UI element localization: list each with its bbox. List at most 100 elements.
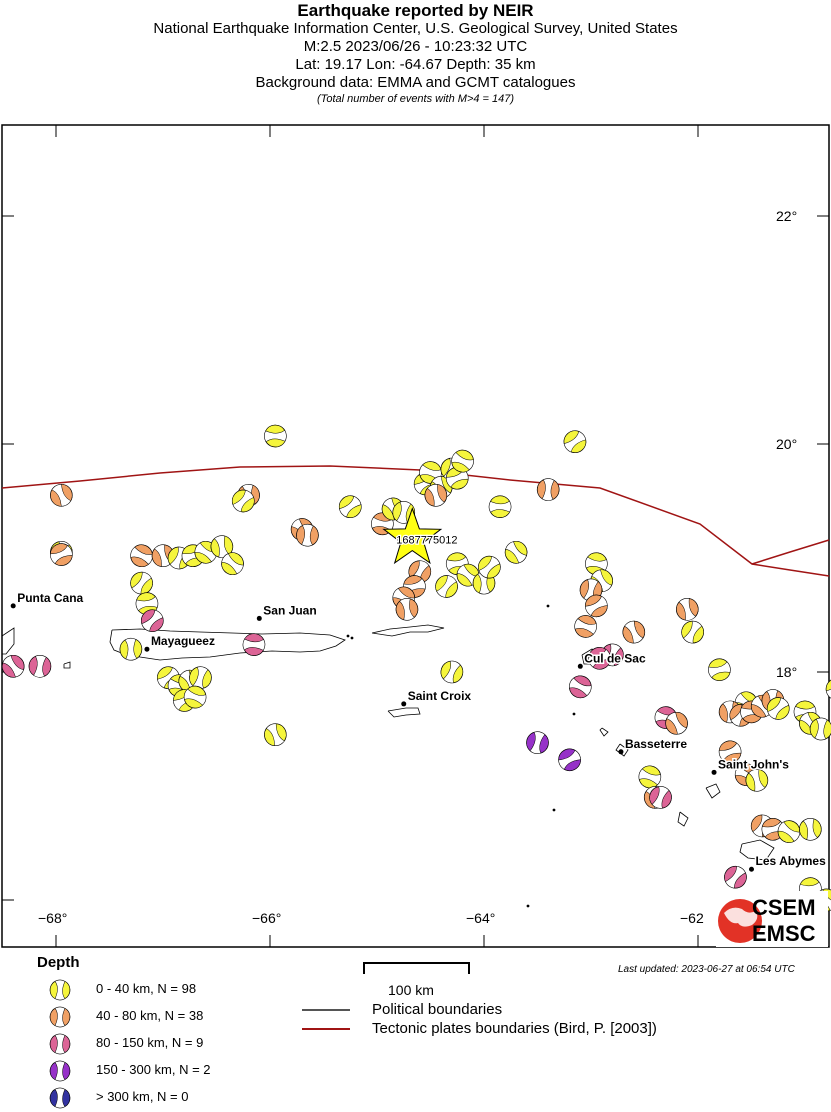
map-header: Earthquake reported by NEIR National Ear… [0, 0, 831, 106]
islet-dot [350, 636, 354, 640]
legend-item-label: 150 - 300 km, N = 2 [96, 1062, 211, 1077]
graticule-ticks: 22° 20° 18° −68° −66° −64° −62 [2, 125, 829, 947]
event-beachball [681, 620, 704, 644]
city-markers: Punta Cana San Juan Mayagueez Saint Croix Cu… [10, 589, 828, 872]
coastline-island [387, 707, 421, 718]
event-beachball [724, 865, 747, 889]
agency-line: National Earthquake Information Center, … [153, 20, 678, 37]
legend-beachball [49, 979, 71, 1001]
seismicity-map: 22° 20° 18° −68° −66° −64° −62 Punta Cana San J… [1, 124, 831, 948]
city-label: Mayagueez [151, 634, 215, 648]
event-beachball [675, 597, 699, 621]
scale-bar [363, 962, 470, 974]
event-beachball [231, 489, 255, 513]
legend-beachball-icon [49, 1087, 71, 1109]
city-label: Cul de Sac [584, 651, 646, 665]
event-beachball [50, 543, 73, 566]
coastline-island [63, 661, 71, 669]
event-beachball [130, 571, 153, 595]
event-beachball [649, 786, 672, 809]
logo-csem-text: CSEM [752, 895, 816, 920]
city-label: Les Abymes [756, 854, 827, 868]
event-beachball [28, 654, 52, 678]
event-beachball [718, 740, 742, 764]
coastline-island [371, 624, 445, 637]
event-beachball [558, 748, 581, 772]
event-beachball [563, 430, 587, 454]
city-label: San Juan [263, 603, 316, 617]
event-markers [1, 424, 831, 912]
epicenter-star-shape [382, 507, 443, 565]
lat-label: 18° [776, 664, 797, 680]
legend-item-label: 0 - 40 km, N = 98 [96, 981, 197, 996]
event-beachball [119, 637, 143, 661]
islet-dot [552, 808, 556, 812]
event-beachball [488, 495, 512, 519]
lat-label: 22° [776, 208, 797, 224]
event-beachball [638, 765, 662, 789]
event-beachball [574, 615, 597, 638]
last-updated: Last updated: 2023-06-27 at 06:54 UTC [618, 964, 795, 975]
political-line-swatch [302, 1009, 350, 1011]
event-beachball [665, 711, 688, 735]
event-beachball [135, 592, 159, 615]
event-beachball [50, 483, 73, 507]
lon-label: −68° [38, 910, 67, 926]
islet-dot [572, 712, 576, 716]
location-line: Lat: 19.17 Lon: -64.67 Depth: 35 km [295, 56, 536, 73]
city-dot [749, 866, 754, 872]
event-beachball [435, 575, 458, 598]
event-beachball [1, 654, 25, 678]
epicenter-star: 1687775012 [382, 507, 459, 565]
event-beachball [440, 660, 464, 684]
islet-dot [546, 604, 550, 608]
city-dot [10, 603, 16, 609]
event-beachball [451, 449, 474, 473]
tectonic-label: Tectonic plates boundaries (Bird, P. [20… [372, 1020, 657, 1037]
event-beachball [264, 424, 287, 448]
event-beachball [825, 677, 831, 701]
lat-label: 20° [776, 436, 797, 452]
legend-beachball-icon [49, 1033, 71, 1055]
event-beachball [141, 609, 164, 633]
city-dot [144, 646, 150, 652]
logo-emsc-text: EMSC [752, 921, 816, 946]
city-label: Saint John's [718, 757, 789, 771]
event-id-label: 1687775012 [396, 535, 457, 547]
emsc-logo: CSEM EMSC [716, 891, 828, 947]
city-dot [618, 749, 624, 755]
lon-label: −64° [466, 910, 495, 926]
event-beachball [221, 552, 244, 576]
event-beachball [210, 535, 234, 558]
coastline-island [705, 783, 721, 799]
lon-label: −66° [252, 910, 281, 926]
event-beachball [809, 717, 831, 741]
coastline-island [739, 839, 775, 861]
event-beachball [766, 697, 790, 720]
legend-beachball-icon [49, 1060, 71, 1082]
coastline-island [599, 727, 609, 737]
legend-beachball [49, 1060, 71, 1082]
event-beachball [745, 768, 769, 792]
legend-item-label: > 300 km, N = 0 [96, 1089, 189, 1104]
event-beachball [189, 666, 212, 690]
city-dot [401, 701, 407, 707]
scale-label: 100 km [388, 982, 434, 998]
event-beachball [242, 633, 266, 656]
city-dot [256, 615, 262, 621]
islet-dot [526, 904, 530, 908]
legend-beachball [49, 1006, 71, 1028]
city-dot [577, 663, 583, 669]
legend-beachball [49, 1087, 71, 1109]
legend-beachball [49, 1033, 71, 1055]
legend-beachball-icon [49, 979, 71, 1001]
legend-item-label: 80 - 150 km, N = 9 [96, 1035, 204, 1050]
political-label: Political boundaries [372, 1001, 503, 1018]
plate-boundary-line [751, 539, 830, 565]
event-beachball [183, 685, 207, 709]
coastline-island [615, 743, 629, 757]
tectonic-line-swatch [302, 1028, 350, 1030]
city-dot [711, 769, 717, 775]
event-beachball [338, 495, 362, 519]
event-beachball [536, 478, 560, 501]
